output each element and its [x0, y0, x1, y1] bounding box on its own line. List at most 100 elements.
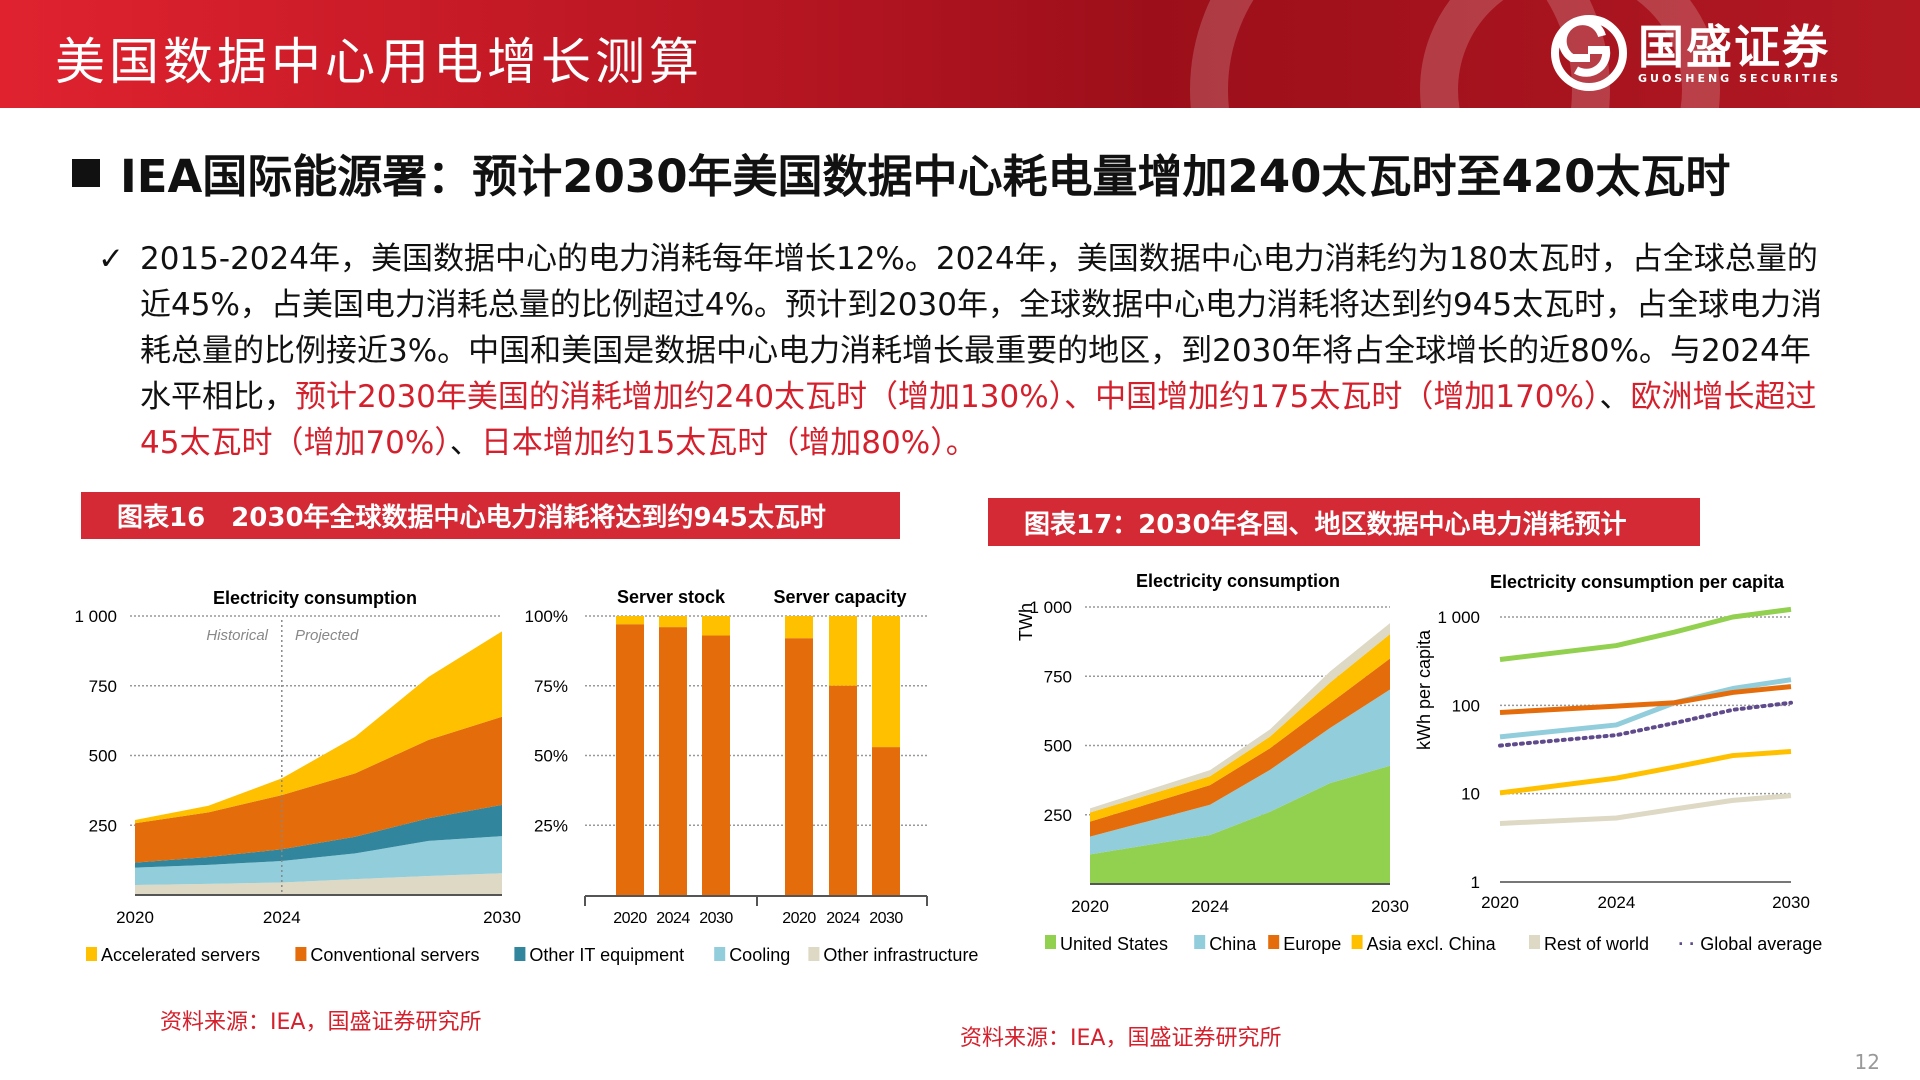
chart17-ytick-label: 1 000: [1029, 598, 1072, 617]
chart17-ytick-label: 500: [1044, 737, 1072, 756]
legend-label: Other IT equipment: [529, 945, 684, 965]
bar-accelerated-server-stock: [702, 616, 730, 636]
logo-name: 国盛证券: [1638, 19, 1830, 74]
chart16-area-other-infrastructure: [135, 873, 502, 895]
bar-conventional-server-stock: [702, 635, 730, 895]
paragraph-separator: 、: [1599, 379, 1631, 415]
bar-conventional-server-capacity: [829, 685, 857, 895]
chart16-xtick-label: 2030: [483, 908, 521, 927]
per-capita-line-rest-of-world: [1499, 793, 1792, 826]
guosheng-logo-icon: [1551, 15, 1627, 91]
chart16-ytick-label: 750: [89, 677, 117, 696]
slide-title: 美国数据中心用电增长测算: [55, 33, 703, 91]
legend-label: Asia excl. China: [1367, 934, 1497, 954]
projected-label: Projected: [295, 627, 359, 644]
paragraph-highlight: 日本增加约15太瓦时（增加80%）。: [480, 425, 977, 461]
chart16-ytick-label: 1 000: [74, 607, 117, 626]
per-capita-title: Electricity consumption per capita: [1490, 572, 1785, 592]
legend-swatch-cooling: [714, 947, 726, 961]
bar-xtick-label: 2020: [613, 910, 647, 927]
legend-label: Rest of world: [1544, 934, 1649, 954]
bar-ytick-label: 75%: [534, 677, 568, 696]
figure17-caption: 图表17：2030年各国、地区数据中心电力消耗预计: [988, 498, 1700, 546]
legend-dotted-icon: · ·: [1678, 934, 1695, 954]
legend-swatch-europe: [1268, 935, 1280, 949]
legend-label: Europe: [1283, 934, 1341, 954]
chart16-ytick-label: 500: [89, 747, 117, 766]
chart17-area-united-states: [1090, 765, 1390, 884]
per-capita-line-global-average: [1498, 700, 1793, 748]
bar-conventional-server-stock: [659, 627, 687, 895]
legend-swatch-asia-excl-china: [1351, 935, 1363, 949]
legend-swatch-other-it-equipment: [514, 947, 526, 961]
headline-text: IEA国际能源署：预计2030年美国数据中心耗电量增加240太瓦时至420太瓦时: [120, 150, 1731, 203]
chart17-title: Electricity consumption: [1136, 571, 1340, 591]
per-capita-ytick-label: 1: [1471, 873, 1480, 892]
figure16-caption: 图表16 2030年全球数据中心电力消耗将达到约945太瓦时: [81, 492, 900, 539]
bar-xtick-label: 2024: [656, 910, 690, 927]
per-capita-xtick-label: 2024: [1597, 893, 1635, 912]
bar-xtick-label: 2024: [826, 910, 860, 927]
server-stock-title: Server stock: [617, 587, 726, 607]
chart17-xtick-label: 2030: [1371, 897, 1409, 916]
chart16-area-cooling: [135, 836, 502, 885]
slide-header: 美国数据中心用电增长测算 国盛证券 GUOSHENG SECURITIES: [0, 0, 1920, 108]
bar-conventional-server-stock: [616, 624, 644, 895]
legend-swatch-accelerated-servers: [86, 947, 97, 961]
bar-ytick-label: 100%: [525, 607, 568, 626]
bar-xtick-label: 2020: [782, 910, 816, 927]
bar-conventional-server-capacity: [785, 638, 813, 895]
per-capita-line-united-states: [1499, 606, 1792, 663]
legend-label: Other infrastructure: [823, 945, 978, 965]
checkmark-icon: ✓: [98, 241, 124, 277]
chart17-ytick-label: 250: [1044, 806, 1072, 825]
legend-label: China: [1209, 934, 1257, 954]
chart17-ytick-label: 750: [1044, 667, 1072, 686]
per-capita-xtick-label: 2030: [1772, 893, 1810, 912]
bar-ytick-label: 50%: [534, 747, 568, 766]
chart16-ytick-label: 250: [89, 816, 117, 835]
legend-label: Accelerated servers: [101, 945, 260, 965]
per-capita-ytick-label: 1 000: [1437, 608, 1480, 627]
per-capita-line-europe: [1499, 684, 1792, 715]
server-capacity-title: Server capacity: [773, 587, 906, 607]
logo-english: GUOSHENG SECURITIES: [1638, 71, 1842, 85]
chart16-area-accelerated-servers: [135, 631, 502, 824]
bar-ytick-label: 25%: [534, 816, 568, 835]
bullet-paragraph: ✓ 2015-2024年，美国数据中心的电力消耗每年增长12%。2024年，美国…: [98, 236, 1825, 466]
bar-accelerated-server-capacity: [872, 616, 900, 748]
chart17-area-china: [1090, 689, 1390, 855]
legend-label: Cooling: [729, 945, 790, 965]
historical-label: Historical: [206, 627, 268, 644]
paragraph-highlight: 预计2030年美国的消耗增加约240太瓦时（增加130%）、中国增加约175太瓦…: [295, 379, 1600, 415]
per-capita-xtick-label: 2020: [1481, 893, 1519, 912]
legend-label: Conventional servers: [310, 945, 479, 965]
paragraph-highlight: 欧洲增长超过45太瓦时（增加70%）: [140, 379, 1817, 461]
chart17-area-europe: [1090, 658, 1390, 837]
legend-swatch-china: [1194, 935, 1206, 949]
paragraph-text: 2015-2024年，美国数据中心的电力消耗每年增长12%。2024年，美国数据…: [140, 241, 1823, 415]
bar-conventional-server-capacity: [872, 747, 900, 895]
legend-swatch-rest-of-world: [1529, 935, 1540, 949]
per-capita-line-asia-excl-china: [1499, 749, 1792, 796]
legend-swatch-united-states: [1045, 935, 1056, 949]
figure17-source: 资料来源：IEA，国盛证券研究所: [960, 1026, 1282, 1051]
chart16-xtick-label: 2020: [116, 908, 154, 927]
legend-label: United States: [1060, 934, 1168, 954]
chart17-xtick-label: 2024: [1191, 897, 1229, 916]
per-capita-ytick-label: 10: [1461, 785, 1480, 804]
chart16-area-conventional-servers: [135, 716, 502, 863]
chart17-ylabel: TWh: [1016, 603, 1036, 641]
bar-accelerated-server-stock: [616, 616, 644, 625]
legend-swatch-other-infrastructure: [808, 947, 820, 961]
paragraph-separator: 、: [449, 425, 481, 461]
legend-label: Global average: [1700, 934, 1822, 954]
figure16-source: 资料来源：IEA，国盛证券研究所: [160, 1010, 482, 1035]
per-capita-ylabel: kWh per capita: [1414, 629, 1434, 750]
headline: IEA国际能源署：预计2030年美国数据中心耗电量增加240太瓦时至420太瓦时: [72, 140, 1730, 205]
square-bullet-icon: [72, 158, 100, 187]
legend-swatch-conventional-servers: [295, 947, 307, 961]
chart16-area-other-it-equipment: [135, 804, 502, 868]
bar-accelerated-server-capacity: [829, 616, 857, 686]
bar-accelerated-server-stock: [659, 616, 687, 628]
